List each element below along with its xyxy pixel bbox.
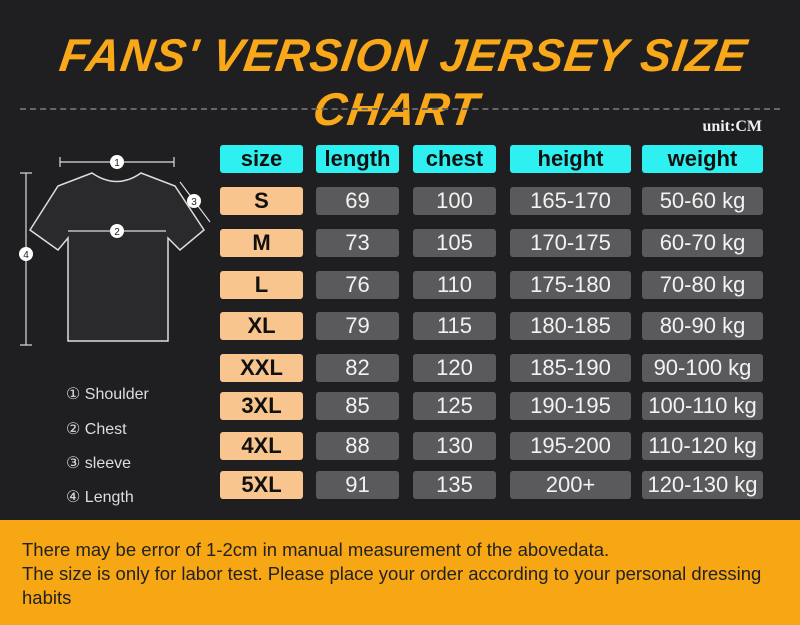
- cell-weight: 120-130 kg: [642, 471, 763, 499]
- legend-shoulder: ① Shoulder: [66, 386, 149, 403]
- cell-height: 200+: [510, 471, 631, 499]
- cell-length: 76: [316, 271, 399, 299]
- cell-height: 190-195: [510, 392, 631, 420]
- notice-line-2: The size is only for labor test. Please …: [22, 563, 762, 608]
- divider: [20, 108, 780, 110]
- marker-4: 4: [23, 250, 29, 261]
- cell-chest: 100: [413, 187, 496, 215]
- header-length: length: [316, 145, 399, 173]
- legend-length: ④ Length: [66, 489, 134, 506]
- legend-sleeve: ③ sleeve: [66, 455, 132, 472]
- legend-chest: ② Chest: [66, 421, 127, 438]
- cell-height: 165-170: [510, 187, 631, 215]
- unit-label: unit:CM: [702, 118, 762, 135]
- cell-chest: 110: [413, 271, 496, 299]
- notice-banner: There may be error of 1-2cm in manual me…: [0, 520, 800, 625]
- header-chest: chest: [413, 145, 496, 173]
- cell-weight: 50-60 kg: [642, 187, 763, 215]
- cell-height: 180-185: [510, 312, 631, 340]
- cell-size: 3XL: [220, 392, 303, 420]
- header-height: height: [510, 145, 631, 173]
- cell-chest: 135: [413, 471, 496, 499]
- marker-3: 3: [191, 197, 197, 208]
- cell-length: 79: [316, 312, 399, 340]
- marker-2: 2: [114, 227, 120, 238]
- cell-chest: 115: [413, 312, 496, 340]
- cell-chest: 120: [413, 354, 496, 382]
- cell-length: 69: [316, 187, 399, 215]
- cell-size: 4XL: [220, 432, 303, 460]
- cell-weight: 110-120 kg: [642, 432, 763, 460]
- tshirt-diagram-icon: 1 2 3 4: [19, 155, 211, 346]
- cell-chest: 130: [413, 432, 496, 460]
- cell-size: 5XL: [220, 471, 303, 499]
- cell-weight: 60-70 kg: [642, 229, 763, 257]
- cell-length: 91: [316, 471, 399, 499]
- cell-height: 185-190: [510, 354, 631, 382]
- cell-size: L: [220, 271, 303, 299]
- cell-length: 85: [316, 392, 399, 420]
- header-weight: weight: [642, 145, 763, 173]
- cell-chest: 105: [413, 229, 496, 257]
- notice-line-1: There may be error of 1-2cm in manual me…: [22, 539, 610, 560]
- cell-weight: 90-100 kg: [642, 354, 763, 382]
- marker-1: 1: [114, 158, 120, 169]
- cell-size: M: [220, 229, 303, 257]
- cell-size: XL: [220, 312, 303, 340]
- header-size: size: [220, 145, 303, 173]
- page-title: FANS' VERSION JERSEY SIZE CHART: [56, 29, 751, 135]
- cell-weight: 80-90 kg: [642, 312, 763, 340]
- cell-weight: 70-80 kg: [642, 271, 763, 299]
- cell-height: 195-200: [510, 432, 631, 460]
- cell-chest: 125: [413, 392, 496, 420]
- cell-length: 82: [316, 354, 399, 382]
- cell-length: 88: [316, 432, 399, 460]
- cell-size: S: [220, 187, 303, 215]
- cell-height: 175-180: [510, 271, 631, 299]
- cell-size: XXL: [220, 354, 303, 382]
- cell-weight: 100-110 kg: [642, 392, 763, 420]
- cell-height: 170-175: [510, 229, 631, 257]
- cell-length: 73: [316, 229, 399, 257]
